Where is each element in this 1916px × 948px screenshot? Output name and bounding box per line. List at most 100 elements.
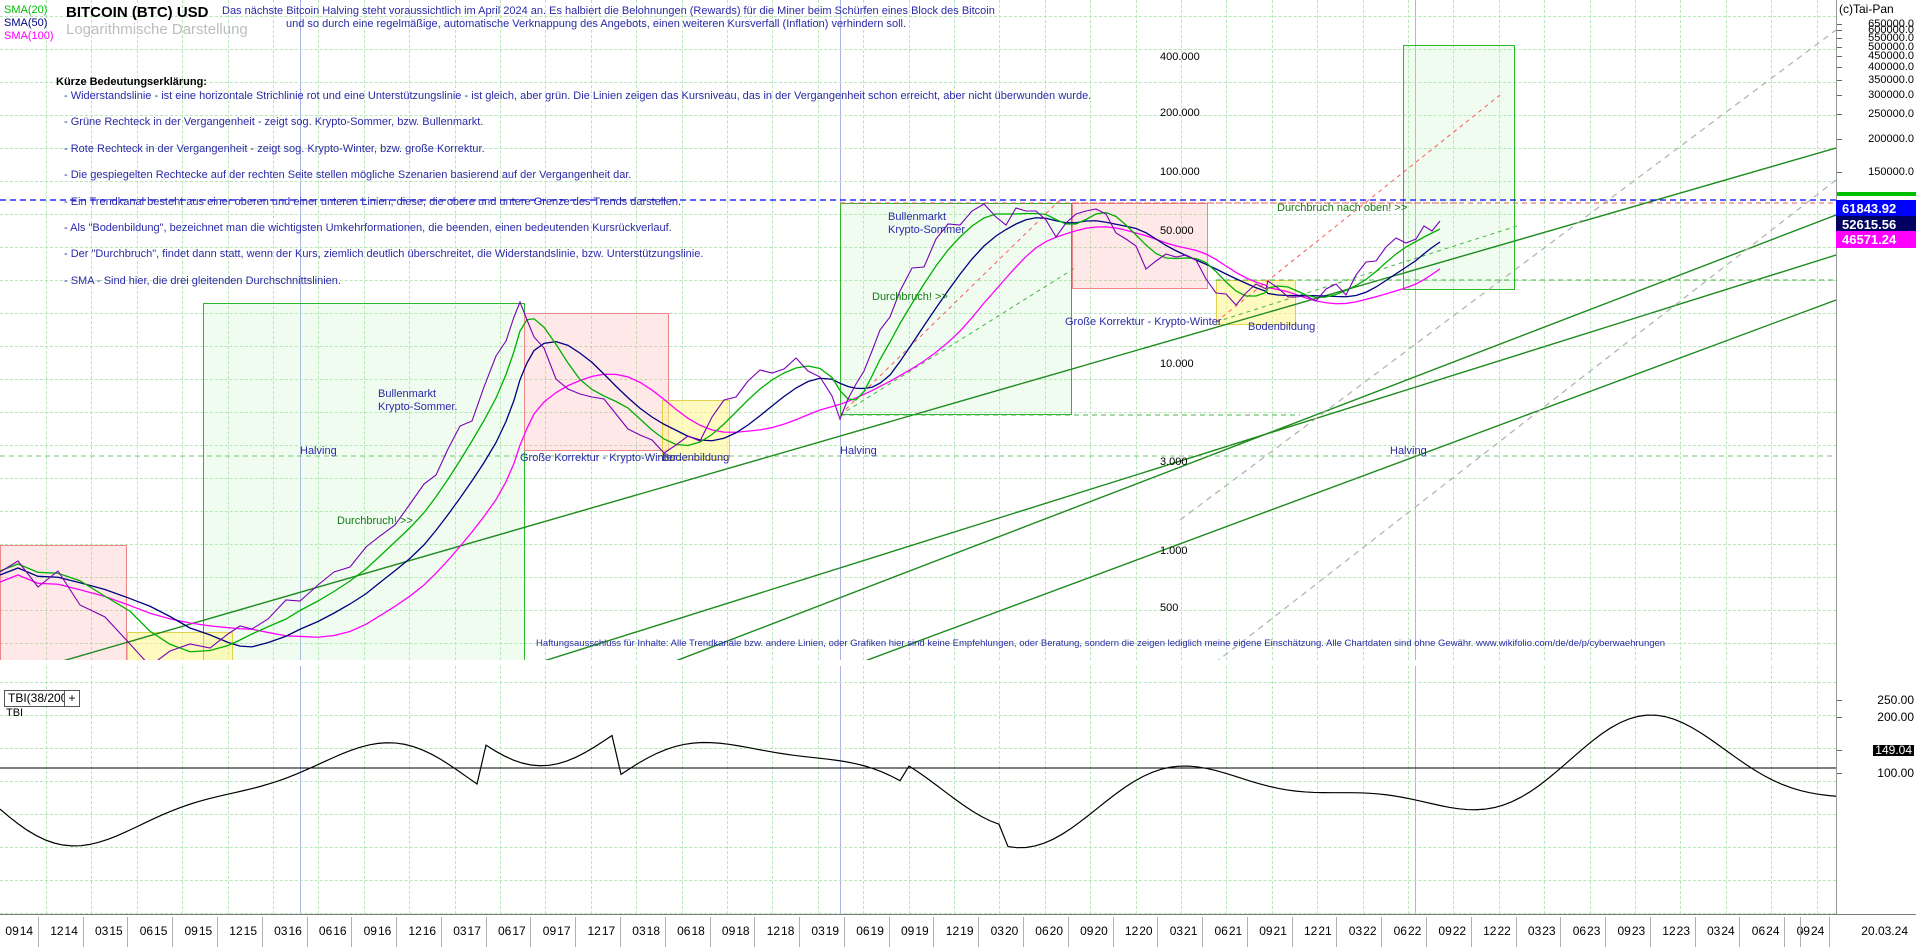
- date-tick-40: 0924: [1796, 924, 1825, 938]
- chart-subtitle: Logarithmische Darstellung: [66, 21, 248, 38]
- inner-price-label-3: 50.000: [1160, 225, 1194, 237]
- indicator-tick-0: 250.00: [1877, 693, 1914, 707]
- date-tick-18: 0319: [811, 924, 840, 938]
- date-tick-1: 1214: [50, 924, 78, 938]
- date-tick-29: 1221: [1304, 924, 1332, 938]
- annotation-3: Bullenmarkt Krypto-Sommer.: [378, 388, 458, 413]
- tbi-label: TBI: [6, 707, 24, 719]
- box-red-winter-6: [1072, 203, 1208, 289]
- date-tick-23: 0620: [1035, 924, 1064, 938]
- date-tick-30: 0322: [1348, 924, 1377, 938]
- date-tick-28: 0921: [1259, 924, 1287, 938]
- date-tick-21: 1219: [945, 924, 974, 938]
- date-tick-8: 0916: [363, 924, 392, 938]
- top-note-line-1: Das nächste Bitcoin Halving steht voraus…: [222, 5, 995, 17]
- price-tick-2: 550000.0: [1868, 32, 1914, 44]
- price-tag-sma20-marker: [1837, 192, 1916, 196]
- price-axis[interactable]: (c)Tai-Pan 650000.0 600000.0 550000.0 50…: [1836, 0, 1916, 914]
- date-tick-22: 0320: [990, 924, 1019, 938]
- price-tag-2: 46571.24: [1836, 231, 1916, 248]
- annotation-4: Bullenmarkt Krypto-Sommer: [888, 211, 966, 236]
- tbi-vector-layer: [0, 714, 1836, 849]
- date-tick-2: 0315: [95, 924, 123, 938]
- price-tag-1: 52615.56: [1836, 216, 1916, 233]
- legend-line-7: - SMA - Sind hier, die drei gleitenden D…: [64, 274, 341, 287]
- date-tick-10: 0317: [453, 924, 481, 938]
- date-tick-9: 1216: [408, 924, 437, 938]
- date-tick-32: 0922: [1438, 924, 1467, 938]
- date-tick-34: 0323: [1527, 924, 1556, 938]
- inner-price-label-4: 10.000: [1160, 358, 1194, 370]
- legend-line-6: - Der "Durchbruch", findet dann statt, w…: [64, 248, 704, 261]
- indicator-tick-2: 149.04: [1873, 743, 1914, 757]
- price-tick-10: 150000.0: [1868, 166, 1914, 178]
- date-tick-13: 1217: [587, 924, 616, 938]
- date-tick-37: 1223: [1662, 924, 1691, 938]
- price-chart-panel[interactable]: 400.000 200.000 100.000 50.000 10.000 3.000 1.…: [0, 0, 1836, 660]
- date-tick-24: 0920: [1080, 924, 1108, 938]
- box-green-bull-8: [1403, 45, 1515, 290]
- tbi-indicator-tag[interactable]: TBI(38/200): [4, 690, 76, 707]
- date-tick-16: 0918: [721, 924, 750, 938]
- annotation-12: Durchbruch! >>: [872, 291, 948, 303]
- indicator-panel[interactable]: [0, 666, 1836, 914]
- annotation-1: Halving: [840, 445, 877, 457]
- legend-line-0: - Widerstandslinie - ist eine horizontal…: [64, 90, 1092, 102]
- annotation-6: Große Korrektur - Krypto-Winter: [1065, 316, 1222, 328]
- legend-line-2: - Rote Rechteck in der Vergangenheit - z…: [64, 142, 485, 155]
- inner-price-label-5: 3.000: [1160, 456, 1188, 468]
- date-tick-33: 1222: [1483, 924, 1511, 938]
- date-tick-12: 0917: [542, 924, 571, 938]
- date-tick-0: 0914: [5, 924, 34, 938]
- inner-price-label-0: 400.000: [1160, 51, 1200, 63]
- sma-legend-item-0[interactable]: SMA(20): [4, 4, 48, 16]
- date-tick-3: 0615: [139, 924, 168, 938]
- price-tick-3: 500000.0: [1868, 41, 1914, 53]
- date-tick-20: 0919: [901, 924, 929, 938]
- date-tick-11: 0617: [498, 924, 526, 938]
- legend-title: Kürze Bedeutungserklärung:: [56, 76, 207, 88]
- annotation-13: Durchbruch nach oben! >>: [1277, 202, 1408, 214]
- price-tick-8: 250000.0: [1868, 108, 1914, 120]
- date-range-separator: -: [1800, 924, 1804, 938]
- date-tick-19: 0619: [856, 924, 884, 938]
- legend-line-3: - Die gespiegelten Rechtecke auf der rec…: [64, 169, 632, 182]
- date-tick-4: 0915: [184, 924, 213, 938]
- inner-price-label-2: 100.000: [1160, 166, 1200, 178]
- price-tag-0: 61843.92: [1836, 200, 1916, 217]
- annotation-5: Große Korrektur - Krypto-Winter: [520, 452, 677, 464]
- date-tick-31: 0622: [1393, 924, 1422, 938]
- box-red-winter-1: [524, 313, 669, 451]
- box-red-winter-3: [0, 545, 127, 660]
- indicator-tick-1: 200.00: [1877, 710, 1914, 724]
- date-tick-7: 0616: [318, 924, 347, 938]
- date-axis-end-date: 20.03.24: [1861, 924, 1908, 938]
- inner-price-label-7: 500: [1160, 602, 1179, 614]
- price-tick-4: 450000.0: [1868, 50, 1914, 62]
- date-axis[interactable]: 0914 1214 0315 0615 0915 1215 0316 0616 0916 1216…: [0, 914, 1916, 948]
- top-note-line-2: und so durch eine regelmäßige, automatis…: [286, 18, 907, 30]
- inner-price-label-1: 200.000: [1160, 107, 1200, 119]
- disclaimer-text: Haftungsausschluss für Inhalte: Alle Tre…: [536, 638, 1666, 649]
- price-tick-1: 600000.0: [1868, 24, 1914, 36]
- date-tick-38: 0324: [1707, 924, 1735, 938]
- indicator-tick-3: 100.00: [1877, 766, 1914, 780]
- tbi-expand-button[interactable]: +: [64, 690, 80, 707]
- date-tick-17: 1218: [766, 924, 795, 938]
- date-tick-6: 0316: [274, 924, 302, 938]
- inner-price-label-6: 1.000: [1160, 545, 1188, 557]
- date-tick-25: 1220: [1124, 924, 1153, 938]
- page-title: BITCOIN (BTC) USD: [66, 4, 209, 21]
- date-tick-5: 1215: [229, 924, 258, 938]
- date-tick-39: 0624: [1751, 924, 1780, 938]
- date-tick-15: 0618: [677, 924, 705, 938]
- price-tick-7: 300000.0: [1868, 89, 1914, 101]
- date-tick-27: 0621: [1214, 924, 1243, 938]
- sma-legend-item-1[interactable]: SMA(50): [4, 17, 48, 29]
- price-tick-6: 350000.0: [1868, 74, 1914, 86]
- legend-line-1: - Grüne Rechteck in der Vergangenheit - …: [64, 116, 484, 129]
- annotation-7: Bodenbildung: [662, 452, 730, 464]
- legend-line-5: - Als "Bodenbildung", bezeichnet man die…: [64, 222, 672, 235]
- legend-lines: - Widerstandslinie - ist eine horizontal…: [56, 90, 1091, 287]
- sma-legend-item-2[interactable]: SMA(100): [4, 30, 54, 42]
